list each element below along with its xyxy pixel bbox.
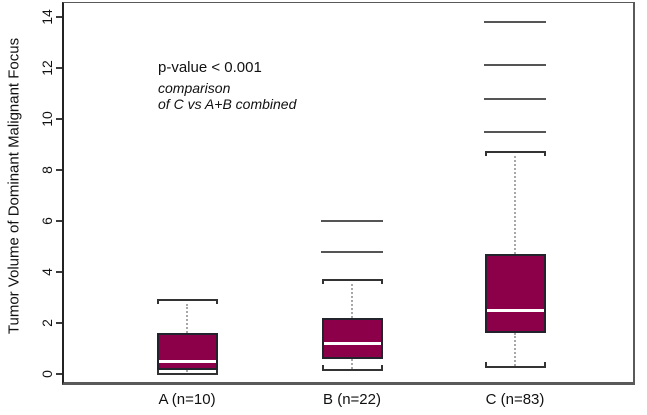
x-axis-label: B (n=22) bbox=[323, 391, 381, 408]
y-tick-label: 14 bbox=[39, 9, 55, 25]
y-tick bbox=[56, 220, 62, 222]
y-tick-label: 2 bbox=[39, 319, 55, 327]
annotation-comparison-text: comparison bbox=[158, 80, 231, 96]
lower-whisker-line bbox=[186, 370, 188, 373]
y-tick bbox=[56, 271, 62, 273]
median-line bbox=[323, 342, 381, 346]
y-tick-label: 4 bbox=[39, 268, 55, 276]
y-tick bbox=[56, 16, 62, 18]
lower-whisker-line bbox=[514, 333, 516, 367]
iqr-box bbox=[156, 333, 218, 371]
iqr-box bbox=[321, 317, 383, 359]
outlier-mark bbox=[321, 220, 383, 222]
p-value-text: p-value < 0.001 bbox=[158, 59, 262, 76]
lower-whisker-cap bbox=[484, 362, 546, 369]
outlier-mark bbox=[484, 64, 546, 67]
upper-whisker-line bbox=[351, 283, 353, 318]
y-tick-label: 8 bbox=[39, 166, 55, 174]
y-tick bbox=[56, 118, 62, 120]
y-tick bbox=[56, 67, 62, 69]
upper-whisker-cap bbox=[484, 151, 546, 157]
outlier-mark bbox=[484, 97, 546, 100]
outlier-mark bbox=[484, 130, 546, 133]
plot-area bbox=[62, 2, 635, 385]
lower-whisker-cap bbox=[321, 364, 383, 371]
median-line bbox=[486, 309, 544, 313]
y-tick-label: 6 bbox=[39, 217, 55, 225]
annotation-groups-text: of C vs A+B combined bbox=[158, 96, 297, 112]
y-tick-label: 10 bbox=[39, 111, 55, 127]
y-tick bbox=[56, 322, 62, 324]
upper-whisker-cap bbox=[156, 299, 218, 305]
y-tick bbox=[56, 169, 62, 171]
upper-whisker-line bbox=[186, 304, 188, 334]
lower-whisker-cap bbox=[156, 368, 218, 375]
outlier-mark bbox=[321, 250, 383, 253]
y-tick-label: 0 bbox=[39, 370, 55, 378]
iqr-box bbox=[484, 254, 546, 334]
x-axis-label: A (n=10) bbox=[158, 391, 216, 408]
median-line bbox=[158, 360, 216, 364]
y-tick bbox=[56, 373, 62, 375]
y-axis-title: Tumor Volume of Dominant Malignant Focus bbox=[5, 37, 23, 335]
y-tick-label: 12 bbox=[39, 60, 55, 76]
upper-whisker-cap bbox=[321, 278, 383, 284]
x-axis-label: C (n=83) bbox=[485, 391, 545, 408]
outlier-mark bbox=[484, 21, 546, 24]
lower-whisker-line bbox=[351, 358, 353, 369]
upper-whisker-line bbox=[514, 156, 516, 255]
annotation: p-value < 0.001 comparison of C vs A+B c… bbox=[158, 59, 296, 112]
